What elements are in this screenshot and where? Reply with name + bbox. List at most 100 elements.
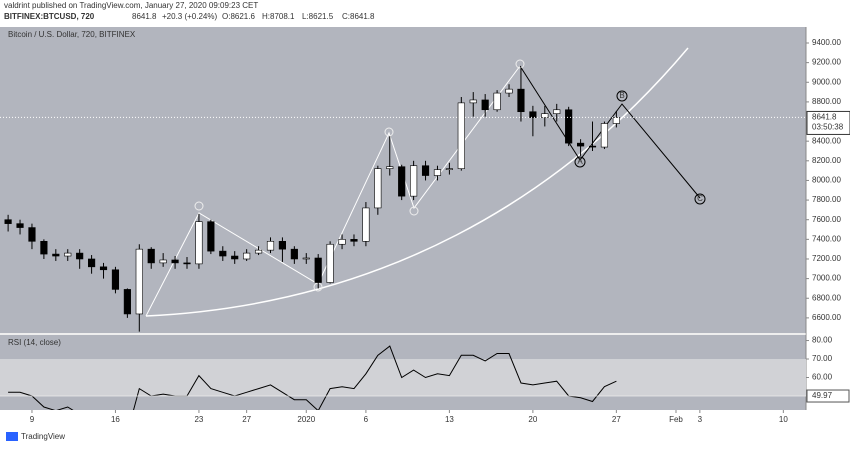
marker-b (616, 90, 628, 102)
y-tick-label: 6800.00 (812, 293, 841, 302)
curve (145, 47, 689, 317)
y-tick-label: 7800.00 (812, 195, 841, 204)
y-tick-label: 9400.00 (812, 38, 841, 47)
rsi-tick-label: 70.00 (812, 354, 833, 363)
candle-body (135, 248, 143, 315)
wave-marker (515, 59, 525, 69)
marker-a (574, 156, 586, 168)
candle-body (326, 243, 334, 283)
byline: valdrint published on TradingView.com, J… (4, 1, 258, 10)
candle-body (4, 219, 12, 224)
wave-marker (384, 127, 394, 137)
ohlc-high: H:8708.1 (262, 12, 295, 21)
candle-body (40, 241, 48, 255)
candle-body (314, 257, 322, 283)
last-price-label: 8641.8 (812, 113, 837, 122)
ohlc-low: L:8621.5 (302, 12, 334, 21)
rsi-line (8, 345, 617, 410)
y-tick-label: 7200.00 (812, 254, 841, 263)
candle-body (469, 99, 477, 104)
logo (6, 432, 18, 441)
rsi-tick-label: 80.00 (812, 336, 833, 345)
x-tick-label: 3 (698, 415, 703, 424)
candle-body (421, 165, 430, 176)
rsi-current-label: 49.97 (812, 391, 833, 400)
x-tick-label: 9 (30, 415, 35, 424)
y-tick-label: 9000.00 (812, 77, 841, 86)
candle-body (302, 257, 310, 260)
annotation: B (619, 91, 624, 100)
candle-body (398, 166, 406, 197)
candle-body (362, 207, 370, 242)
candle-body (231, 255, 239, 260)
pane-title: Bitcoin / U.S. Dollar, 720, BITFINEX (8, 30, 136, 39)
ohlc-open: O:8621.6 (222, 12, 255, 21)
x-tick-label: 20 (528, 415, 537, 424)
candle-body (147, 248, 155, 264)
y-tick-label: 7000.00 (812, 274, 841, 283)
candle-body (541, 113, 549, 118)
y-tick-label: 6600.00 (812, 313, 841, 322)
candle-body (278, 241, 287, 250)
rsi-band (0, 359, 806, 396)
marker-c (694, 193, 706, 205)
candle-body (111, 269, 120, 290)
brand: TradingView (21, 432, 65, 441)
candle-body (52, 253, 60, 257)
countdown: 03:50:38 (812, 123, 844, 132)
x-tick-label: 2020 (297, 415, 315, 424)
y-tick-label: 8000.00 (812, 176, 841, 185)
y-tick-label: 8200.00 (812, 156, 841, 165)
symbol: BITFINEX:BTCUSD, 720 (4, 12, 95, 21)
y-tick-label: 8400.00 (812, 136, 841, 145)
candle-body (612, 117, 620, 124)
x-tick-label: 6 (364, 415, 369, 424)
candle-body (290, 248, 298, 260)
y-tick-label: 7600.00 (812, 215, 841, 224)
candle-body (433, 169, 442, 176)
rsi-title: RSI (14, close) (8, 338, 61, 347)
candle-body (517, 88, 525, 113)
x-tick-label: 23 (194, 415, 203, 424)
candle-body (481, 99, 489, 111)
candle-body (565, 109, 573, 144)
candle-body (171, 259, 179, 264)
last-price: 8641.8 (132, 12, 157, 21)
candle-body (505, 88, 513, 94)
candle-body (410, 165, 418, 197)
change: +20.3 (+0.24%) (162, 12, 217, 21)
candle-body (195, 221, 203, 265)
wave-marker (194, 201, 204, 211)
y-tick-label: 8800.00 (812, 97, 841, 106)
candle-body (254, 249, 263, 254)
x-tick-label: 27 (612, 415, 621, 424)
candle-body (577, 142, 585, 147)
y-tick-label: 9200.00 (812, 58, 841, 67)
candle-body (16, 223, 24, 228)
annotation: A (577, 157, 583, 166)
candle-body (374, 168, 382, 209)
candle-body (445, 168, 453, 170)
candle-body (243, 252, 251, 260)
candle-body (76, 252, 84, 260)
candle-body (350, 239, 358, 242)
candle-body (159, 259, 167, 264)
x-tick-label: 16 (111, 415, 120, 424)
y-tick-label: 7400.00 (812, 234, 841, 243)
candle-body (553, 109, 561, 114)
candle-body (266, 241, 275, 251)
candle-body (219, 250, 227, 257)
wave-line (145, 65, 521, 317)
x-tick-label: 10 (779, 415, 788, 424)
last-price-box (806, 110, 850, 135)
candle-body (529, 111, 537, 118)
x-tick-label: 27 (242, 415, 251, 424)
rsi-tick-label: 60.00 (812, 373, 833, 382)
candle-body (493, 92, 501, 111)
candle-body (386, 166, 394, 169)
candle-body (588, 145, 597, 148)
candle-body (207, 221, 215, 252)
x-tick-label: 13 (445, 415, 454, 424)
candle-body (99, 266, 108, 271)
